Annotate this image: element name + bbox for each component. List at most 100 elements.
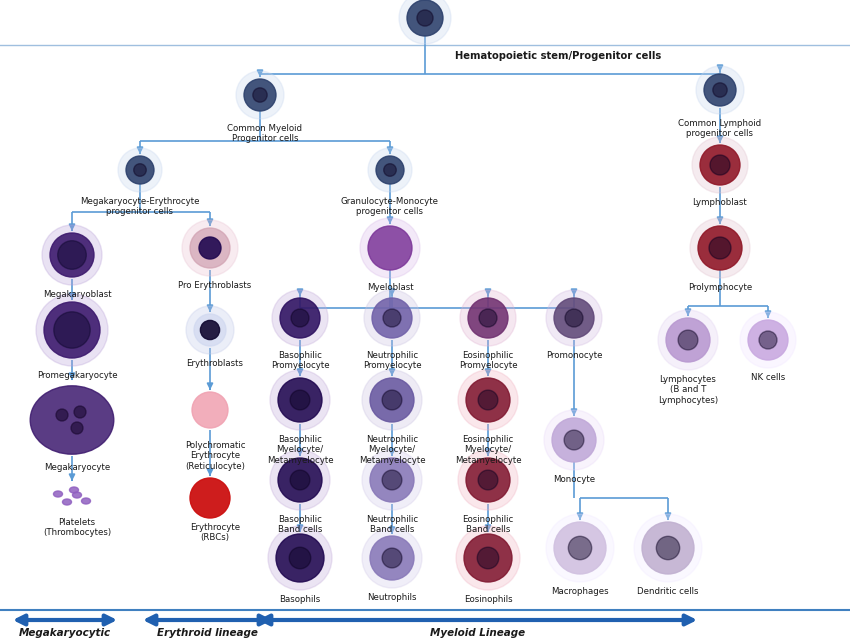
Circle shape xyxy=(700,145,740,185)
Text: NK cells: NK cells xyxy=(751,373,785,382)
Text: Neutrophilic
Promyelocyte: Neutrophilic Promyelocyte xyxy=(363,351,422,371)
Circle shape xyxy=(456,526,520,590)
Circle shape xyxy=(709,237,731,259)
Text: Megakaryoblast: Megakaryoblast xyxy=(42,290,111,299)
Text: Erythroid lineage: Erythroid lineage xyxy=(157,628,258,638)
Circle shape xyxy=(56,409,68,421)
Circle shape xyxy=(252,88,267,102)
Circle shape xyxy=(564,430,584,450)
Circle shape xyxy=(546,514,614,582)
Ellipse shape xyxy=(63,499,71,505)
Circle shape xyxy=(466,378,510,422)
Ellipse shape xyxy=(70,487,78,493)
Circle shape xyxy=(190,228,230,268)
Circle shape xyxy=(554,522,606,574)
Circle shape xyxy=(740,312,796,368)
Text: Platelets
(Thrombocytes): Platelets (Thrombocytes) xyxy=(43,518,111,537)
Circle shape xyxy=(376,156,404,184)
Circle shape xyxy=(194,314,226,346)
Circle shape xyxy=(42,225,102,285)
Circle shape xyxy=(290,470,310,490)
Circle shape xyxy=(399,0,451,44)
Circle shape xyxy=(126,156,154,184)
Text: Pro Erythroblasts: Pro Erythroblasts xyxy=(178,281,252,290)
Text: Neutrophilic
Myelocyte/
Metamyelocyte: Neutrophilic Myelocyte/ Metamyelocyte xyxy=(359,435,425,465)
Circle shape xyxy=(362,528,422,588)
Circle shape xyxy=(554,298,594,338)
Circle shape xyxy=(416,10,434,26)
Circle shape xyxy=(190,478,230,518)
Circle shape xyxy=(244,79,276,111)
Circle shape xyxy=(478,470,498,490)
Text: Megakaryocyte: Megakaryocyte xyxy=(44,463,110,472)
Circle shape xyxy=(362,450,422,510)
Circle shape xyxy=(696,66,744,114)
Circle shape xyxy=(291,309,309,327)
Ellipse shape xyxy=(54,491,63,497)
Circle shape xyxy=(368,148,412,192)
Circle shape xyxy=(199,237,221,259)
Circle shape xyxy=(362,370,422,430)
Circle shape xyxy=(280,298,320,338)
Circle shape xyxy=(460,290,516,346)
Circle shape xyxy=(54,312,90,348)
Circle shape xyxy=(710,155,730,175)
Circle shape xyxy=(201,320,219,339)
Circle shape xyxy=(192,392,228,428)
Circle shape xyxy=(382,390,402,410)
Ellipse shape xyxy=(72,492,82,498)
Circle shape xyxy=(370,536,414,580)
Circle shape xyxy=(658,310,718,370)
Circle shape xyxy=(552,418,596,462)
Text: Myeloblast: Myeloblast xyxy=(366,283,413,292)
Text: Common Lymphoid
progenitor cells: Common Lymphoid progenitor cells xyxy=(678,119,762,139)
Text: Dendritic cells: Dendritic cells xyxy=(638,587,699,596)
Circle shape xyxy=(477,547,499,569)
Ellipse shape xyxy=(82,498,90,504)
Circle shape xyxy=(186,306,234,354)
Circle shape xyxy=(642,522,694,574)
Circle shape xyxy=(544,410,604,470)
Circle shape xyxy=(133,164,146,176)
Text: Basophilic
Myelocyte/
Metamyelocyte: Basophilic Myelocyte/ Metamyelocyte xyxy=(267,435,333,465)
Circle shape xyxy=(36,294,108,366)
Circle shape xyxy=(364,290,420,346)
Text: Lymphocytes
(B and T
Lymphocytes): Lymphocytes (B and T Lymphocytes) xyxy=(658,375,718,404)
Circle shape xyxy=(478,390,498,410)
Circle shape xyxy=(278,458,322,502)
Text: Hematopoietic stem/Progenitor cells: Hematopoietic stem/Progenitor cells xyxy=(455,51,661,61)
Circle shape xyxy=(466,458,510,502)
Circle shape xyxy=(698,226,742,270)
Circle shape xyxy=(713,83,728,97)
Circle shape xyxy=(360,218,420,278)
Circle shape xyxy=(236,71,284,119)
Text: Erythrocyte
(RBCs): Erythrocyte (RBCs) xyxy=(190,523,240,543)
Text: Eosinophils: Eosinophils xyxy=(464,595,513,604)
Text: Granulocyte-Monocyte
progenitor cells: Granulocyte-Monocyte progenitor cells xyxy=(341,197,439,217)
Text: Promegakaryocyte: Promegakaryocyte xyxy=(37,371,117,380)
Circle shape xyxy=(458,450,518,510)
Text: Prolymphocyte: Prolymphocyte xyxy=(688,283,752,292)
Circle shape xyxy=(634,514,702,582)
Circle shape xyxy=(370,458,414,502)
Text: Promonocyte: Promonocyte xyxy=(546,351,603,360)
Text: Neutrophils: Neutrophils xyxy=(367,593,416,602)
Circle shape xyxy=(118,148,162,192)
Circle shape xyxy=(479,309,497,327)
Circle shape xyxy=(382,548,402,568)
Circle shape xyxy=(678,330,698,350)
Text: Monocyte: Monocyte xyxy=(553,475,595,484)
Circle shape xyxy=(656,536,680,560)
Text: Erythroblasts: Erythroblasts xyxy=(186,359,243,368)
Circle shape xyxy=(464,534,512,582)
Circle shape xyxy=(74,406,86,418)
Text: Common Myeloid
Progenitor cells: Common Myeloid Progenitor cells xyxy=(228,124,303,143)
Circle shape xyxy=(182,220,238,276)
Circle shape xyxy=(58,241,87,269)
Circle shape xyxy=(50,233,94,277)
Text: Megakaryocytic
lineage: Megakaryocytic lineage xyxy=(19,628,111,639)
Circle shape xyxy=(383,309,401,327)
Circle shape xyxy=(565,309,583,327)
Circle shape xyxy=(569,536,592,560)
Circle shape xyxy=(666,318,710,362)
